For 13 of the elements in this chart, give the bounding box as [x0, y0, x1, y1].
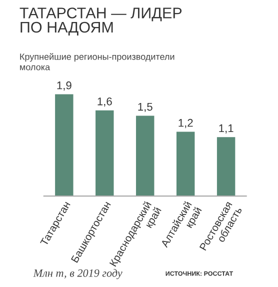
- data-label: 1,1: [219, 124, 234, 134]
- data-label: 1,6: [98, 97, 112, 107]
- bar: [176, 132, 195, 196]
- data-label: 1,5: [138, 102, 152, 112]
- data-label: 1,9: [57, 81, 72, 91]
- bar: [55, 94, 74, 196]
- bar: [96, 110, 114, 196]
- chart-subtitle: Крупнейшие регионы-производители молока: [20, 53, 174, 70]
- bar: [216, 137, 236, 196]
- bar: [136, 116, 154, 196]
- data-label: 1,2: [178, 118, 193, 128]
- chart-title: ТАТАРСТАН — ЛИДЕР ПО НАДОЯМ: [20, 8, 182, 36]
- text: Млн т, в 2019 году: [33, 269, 122, 280]
